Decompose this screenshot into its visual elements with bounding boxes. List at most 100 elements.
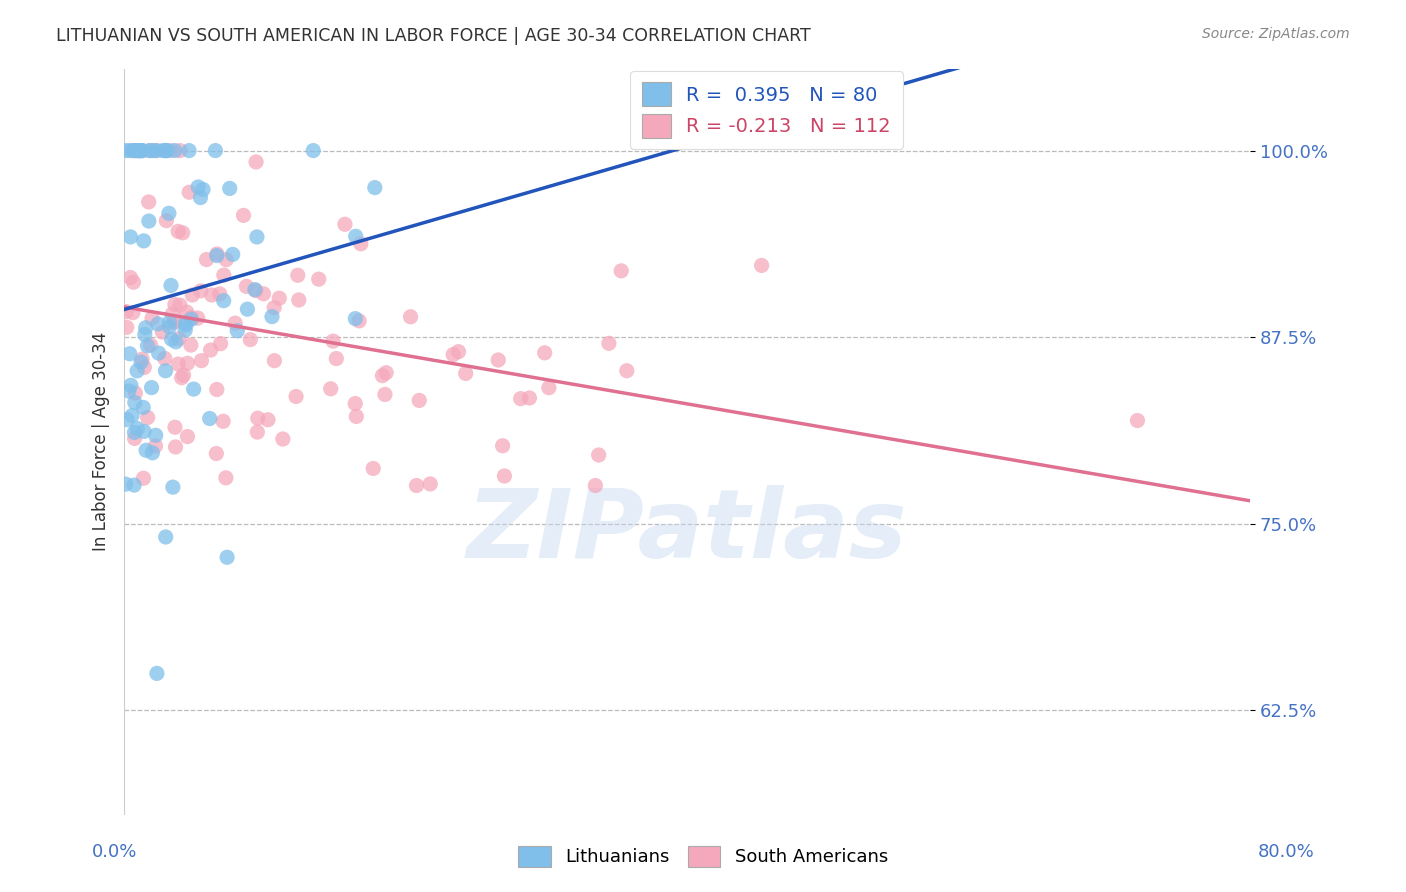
Point (134, 360, 156, 375)
Point (170, 370, 193, 384)
Point (131, 144, 153, 158)
Point (160, 278, 183, 293)
Point (122, 275, 145, 289)
Point (129, 355, 152, 369)
Point (361, 461, 384, 475)
Point (120, 270, 142, 285)
Point (252, 286, 274, 301)
Point (141, 381, 163, 395)
Point (610, 264, 633, 278)
Point (169, 144, 191, 158)
Point (491, 439, 513, 453)
Point (131, 144, 153, 158)
Point (344, 311, 367, 326)
Point (246, 425, 269, 439)
Text: ZIPatlas: ZIPatlas (467, 484, 907, 577)
Point (138, 194, 160, 209)
Point (204, 144, 226, 158)
Point (141, 311, 163, 326)
Point (598, 336, 620, 351)
Point (217, 550, 239, 565)
Point (533, 346, 555, 360)
Point (263, 353, 285, 368)
Point (226, 324, 249, 338)
Point (118, 384, 141, 398)
Point (486, 353, 509, 368)
Point (163, 315, 186, 329)
Point (205, 383, 228, 397)
Point (322, 334, 344, 348)
Point (132, 401, 155, 415)
Point (114, 144, 136, 158)
Legend: Lithuanians, South Americans: Lithuanians, South Americans (510, 838, 896, 874)
Point (165, 440, 187, 454)
Point (122, 478, 145, 492)
Point (176, 356, 198, 370)
Point (167, 224, 190, 238)
Point (190, 284, 212, 298)
Point (169, 298, 191, 312)
Point (136, 410, 159, 425)
Point (183, 382, 205, 396)
Point (122, 306, 145, 320)
Point (200, 343, 222, 357)
Point (447, 344, 470, 359)
Point (150, 325, 173, 339)
Point (374, 387, 396, 401)
Point (187, 311, 209, 326)
Point (162, 480, 184, 494)
Point (128, 144, 150, 158)
Point (131, 144, 153, 158)
Point (218, 181, 240, 195)
Point (246, 411, 269, 425)
Point (157, 206, 180, 220)
Point (121, 144, 143, 158)
Point (176, 305, 198, 319)
Point (127, 364, 149, 378)
Point (160, 332, 183, 346)
Point (118, 144, 141, 158)
Point (243, 283, 266, 297)
Point (115, 412, 138, 426)
Point (347, 314, 370, 328)
Point (159, 320, 181, 334)
Point (159, 144, 181, 158)
Point (212, 293, 235, 308)
Point (215, 252, 238, 267)
Point (173, 368, 195, 382)
Point (232, 208, 254, 222)
Point (163, 315, 186, 329)
Point (263, 301, 285, 315)
Point (583, 478, 606, 492)
Point (454, 367, 477, 381)
Point (195, 252, 218, 267)
Point (114, 477, 136, 491)
Point (198, 411, 221, 425)
Point (127, 144, 149, 158)
Point (132, 425, 155, 439)
Point (187, 180, 209, 194)
Point (141, 446, 163, 460)
Point (319, 382, 342, 396)
Y-axis label: In Labor Force | Age 30-34: In Labor Force | Age 30-34 (93, 332, 110, 551)
Point (209, 336, 232, 351)
Point (138, 144, 160, 158)
Point (408, 393, 430, 408)
Text: 0.0%: 0.0% (91, 843, 136, 861)
Text: 80.0%: 80.0% (1258, 843, 1315, 861)
Point (124, 425, 146, 440)
Point (350, 236, 373, 251)
Point (172, 226, 194, 240)
Point (205, 247, 228, 261)
Point (344, 396, 367, 410)
Point (344, 229, 367, 244)
Point (174, 316, 197, 330)
Point (616, 364, 638, 378)
Point (212, 268, 235, 282)
Point (148, 346, 170, 360)
Point (333, 217, 356, 231)
Point (146, 317, 169, 331)
Point (177, 144, 200, 158)
Text: LITHUANIAN VS SOUTH AMERICAN IN LABOR FORCE | AGE 30-34 CORRELATION CHART: LITHUANIAN VS SOUTH AMERICAN IN LABOR FO… (56, 27, 811, 45)
Point (125, 144, 148, 158)
